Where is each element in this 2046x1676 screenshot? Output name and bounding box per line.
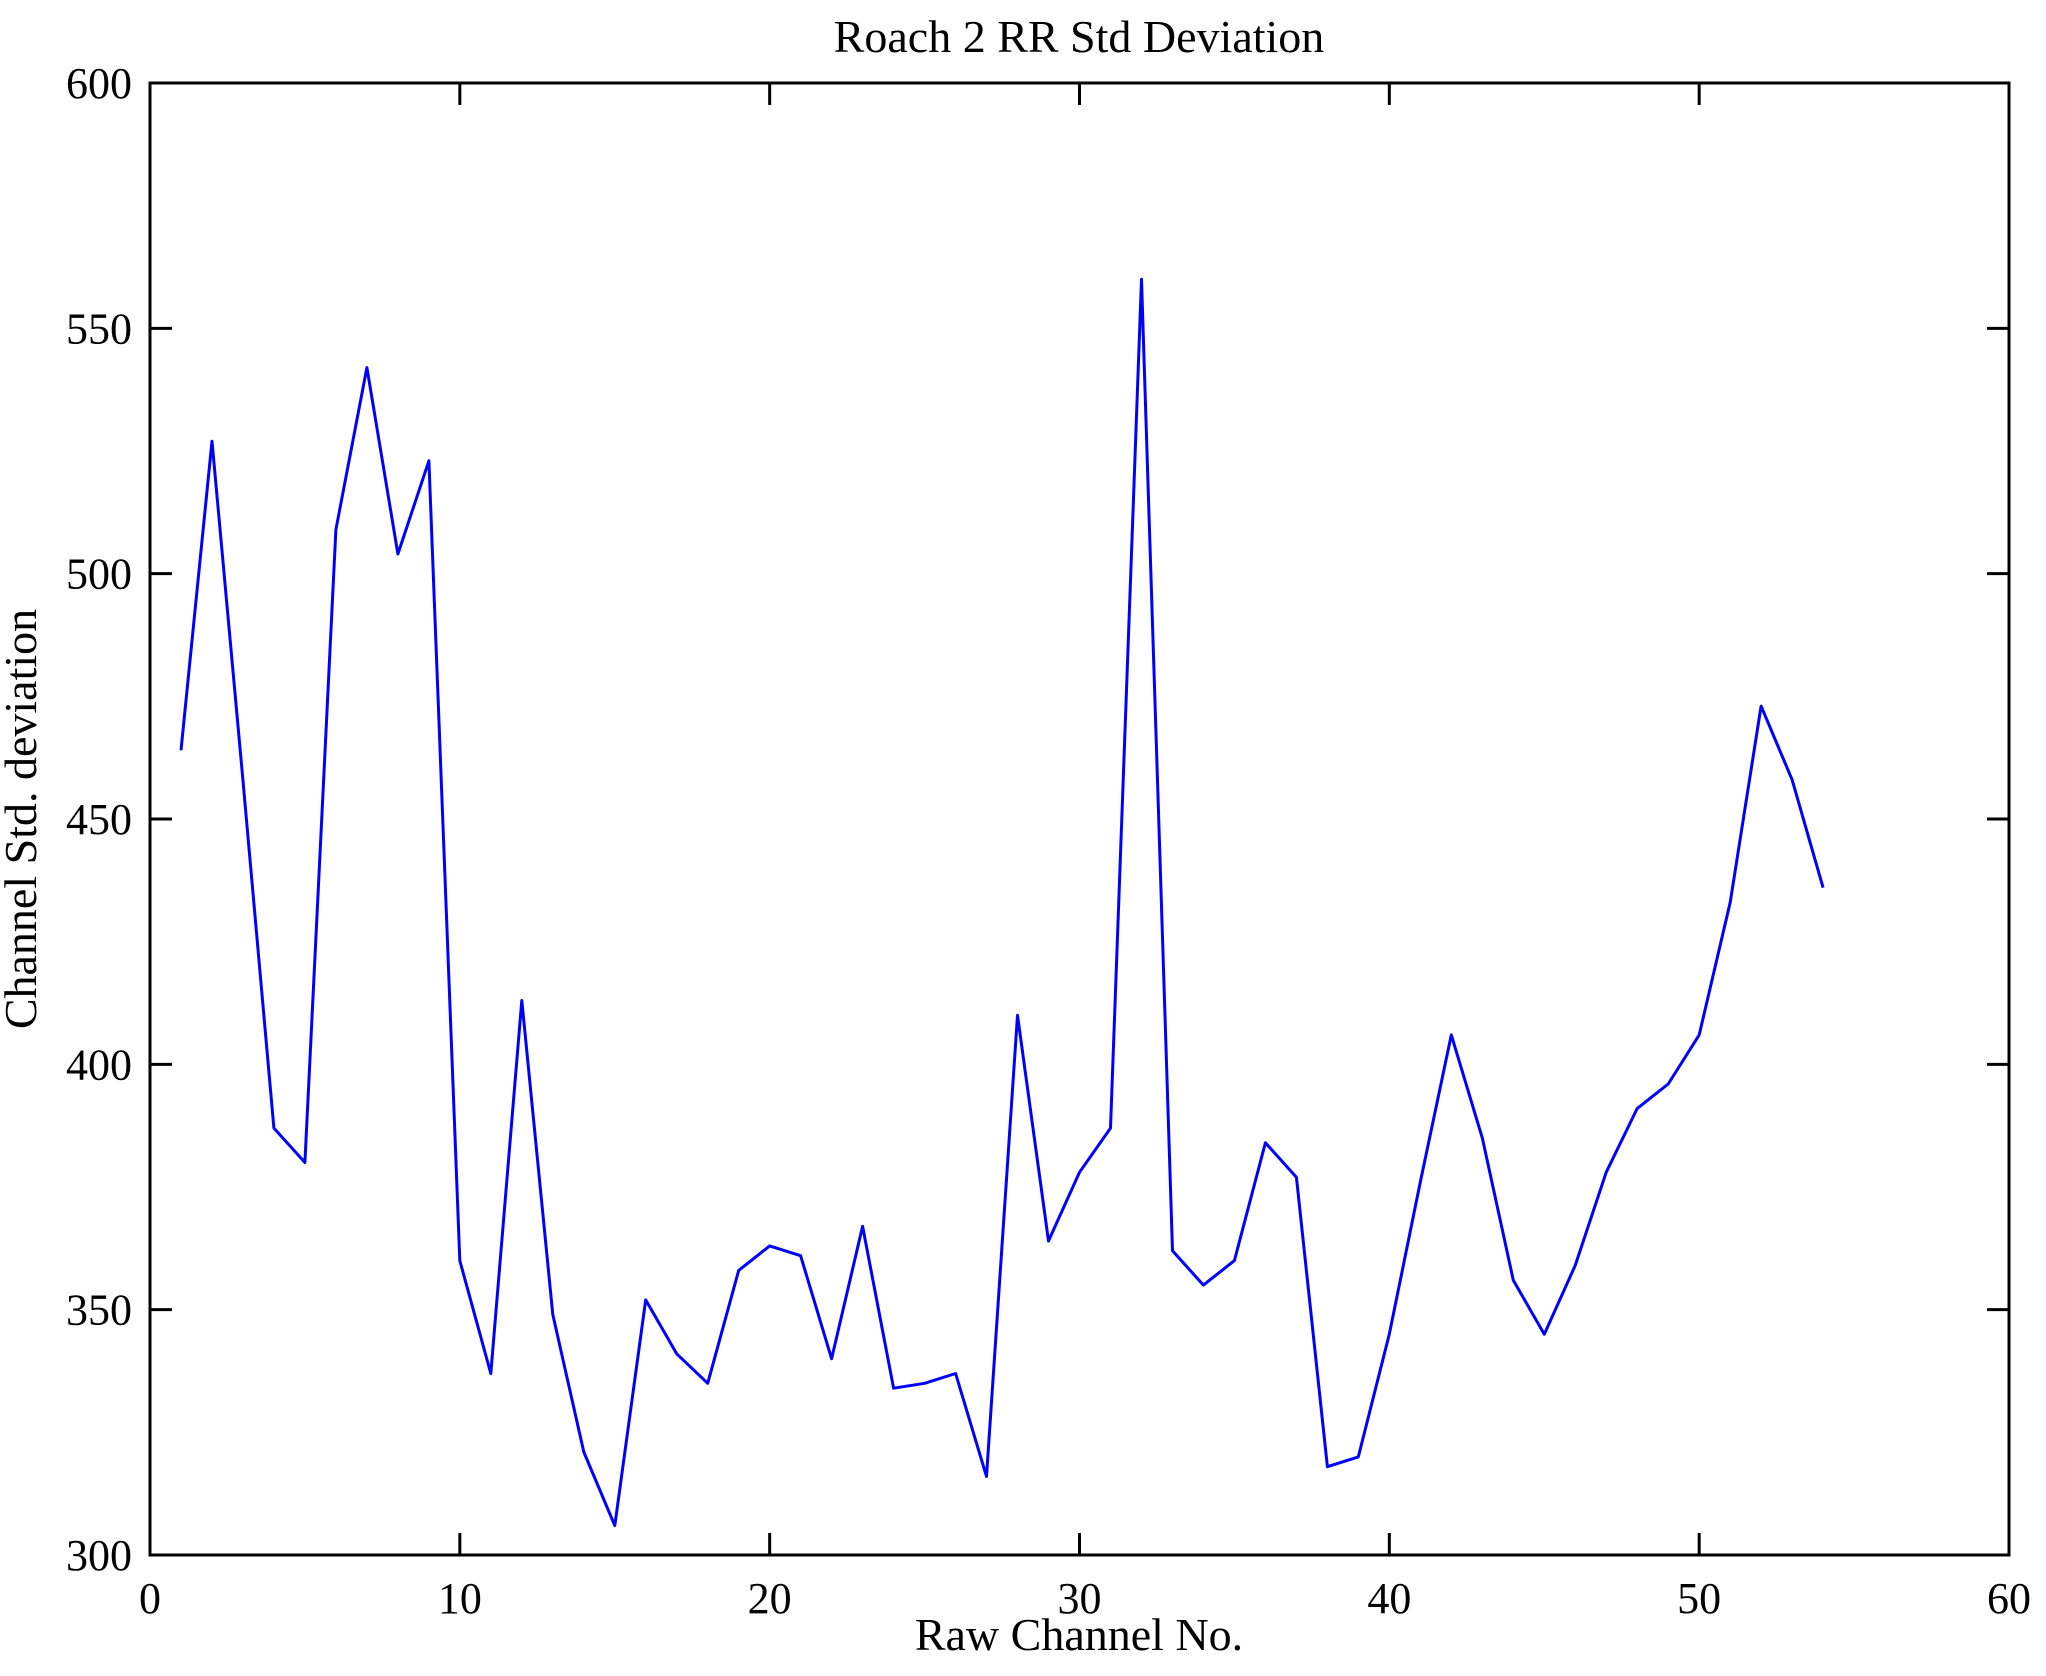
x-tick-labels: 0 10 20 30 40 50 60 [139,1574,2031,1623]
y-tick-label: 500 [66,550,132,599]
y-tick-labels: 300 350 400 450 500 550 600 [66,59,132,1580]
x-axis-label: Raw Channel No. [915,1609,1243,1660]
y-tick-label: 400 [66,1040,132,1089]
y-tick-label: 550 [66,304,132,353]
y-axis-label: Channel Std. deviation [0,609,46,1029]
chart-title: Roach 2 RR Std Deviation [834,11,1325,62]
x-tick-label: 40 [1367,1574,1411,1623]
x-tick-label: 60 [1987,1574,2031,1623]
y-tick-label: 450 [66,795,132,844]
x-tick-label: 20 [748,1574,792,1623]
axis-ticks [148,81,2011,1557]
x-tick-label: 50 [1677,1574,1721,1623]
y-tick-label: 600 [66,59,132,108]
x-tick-label: 0 [139,1574,161,1623]
x-tick-label: 30 [1058,1574,1102,1623]
data-line-series [179,277,1825,1528]
x-tick-label: 10 [438,1574,482,1623]
plot-area-box [148,81,2011,1557]
y-tick-label: 300 [66,1531,132,1580]
y-tick-label: 350 [66,1286,132,1335]
